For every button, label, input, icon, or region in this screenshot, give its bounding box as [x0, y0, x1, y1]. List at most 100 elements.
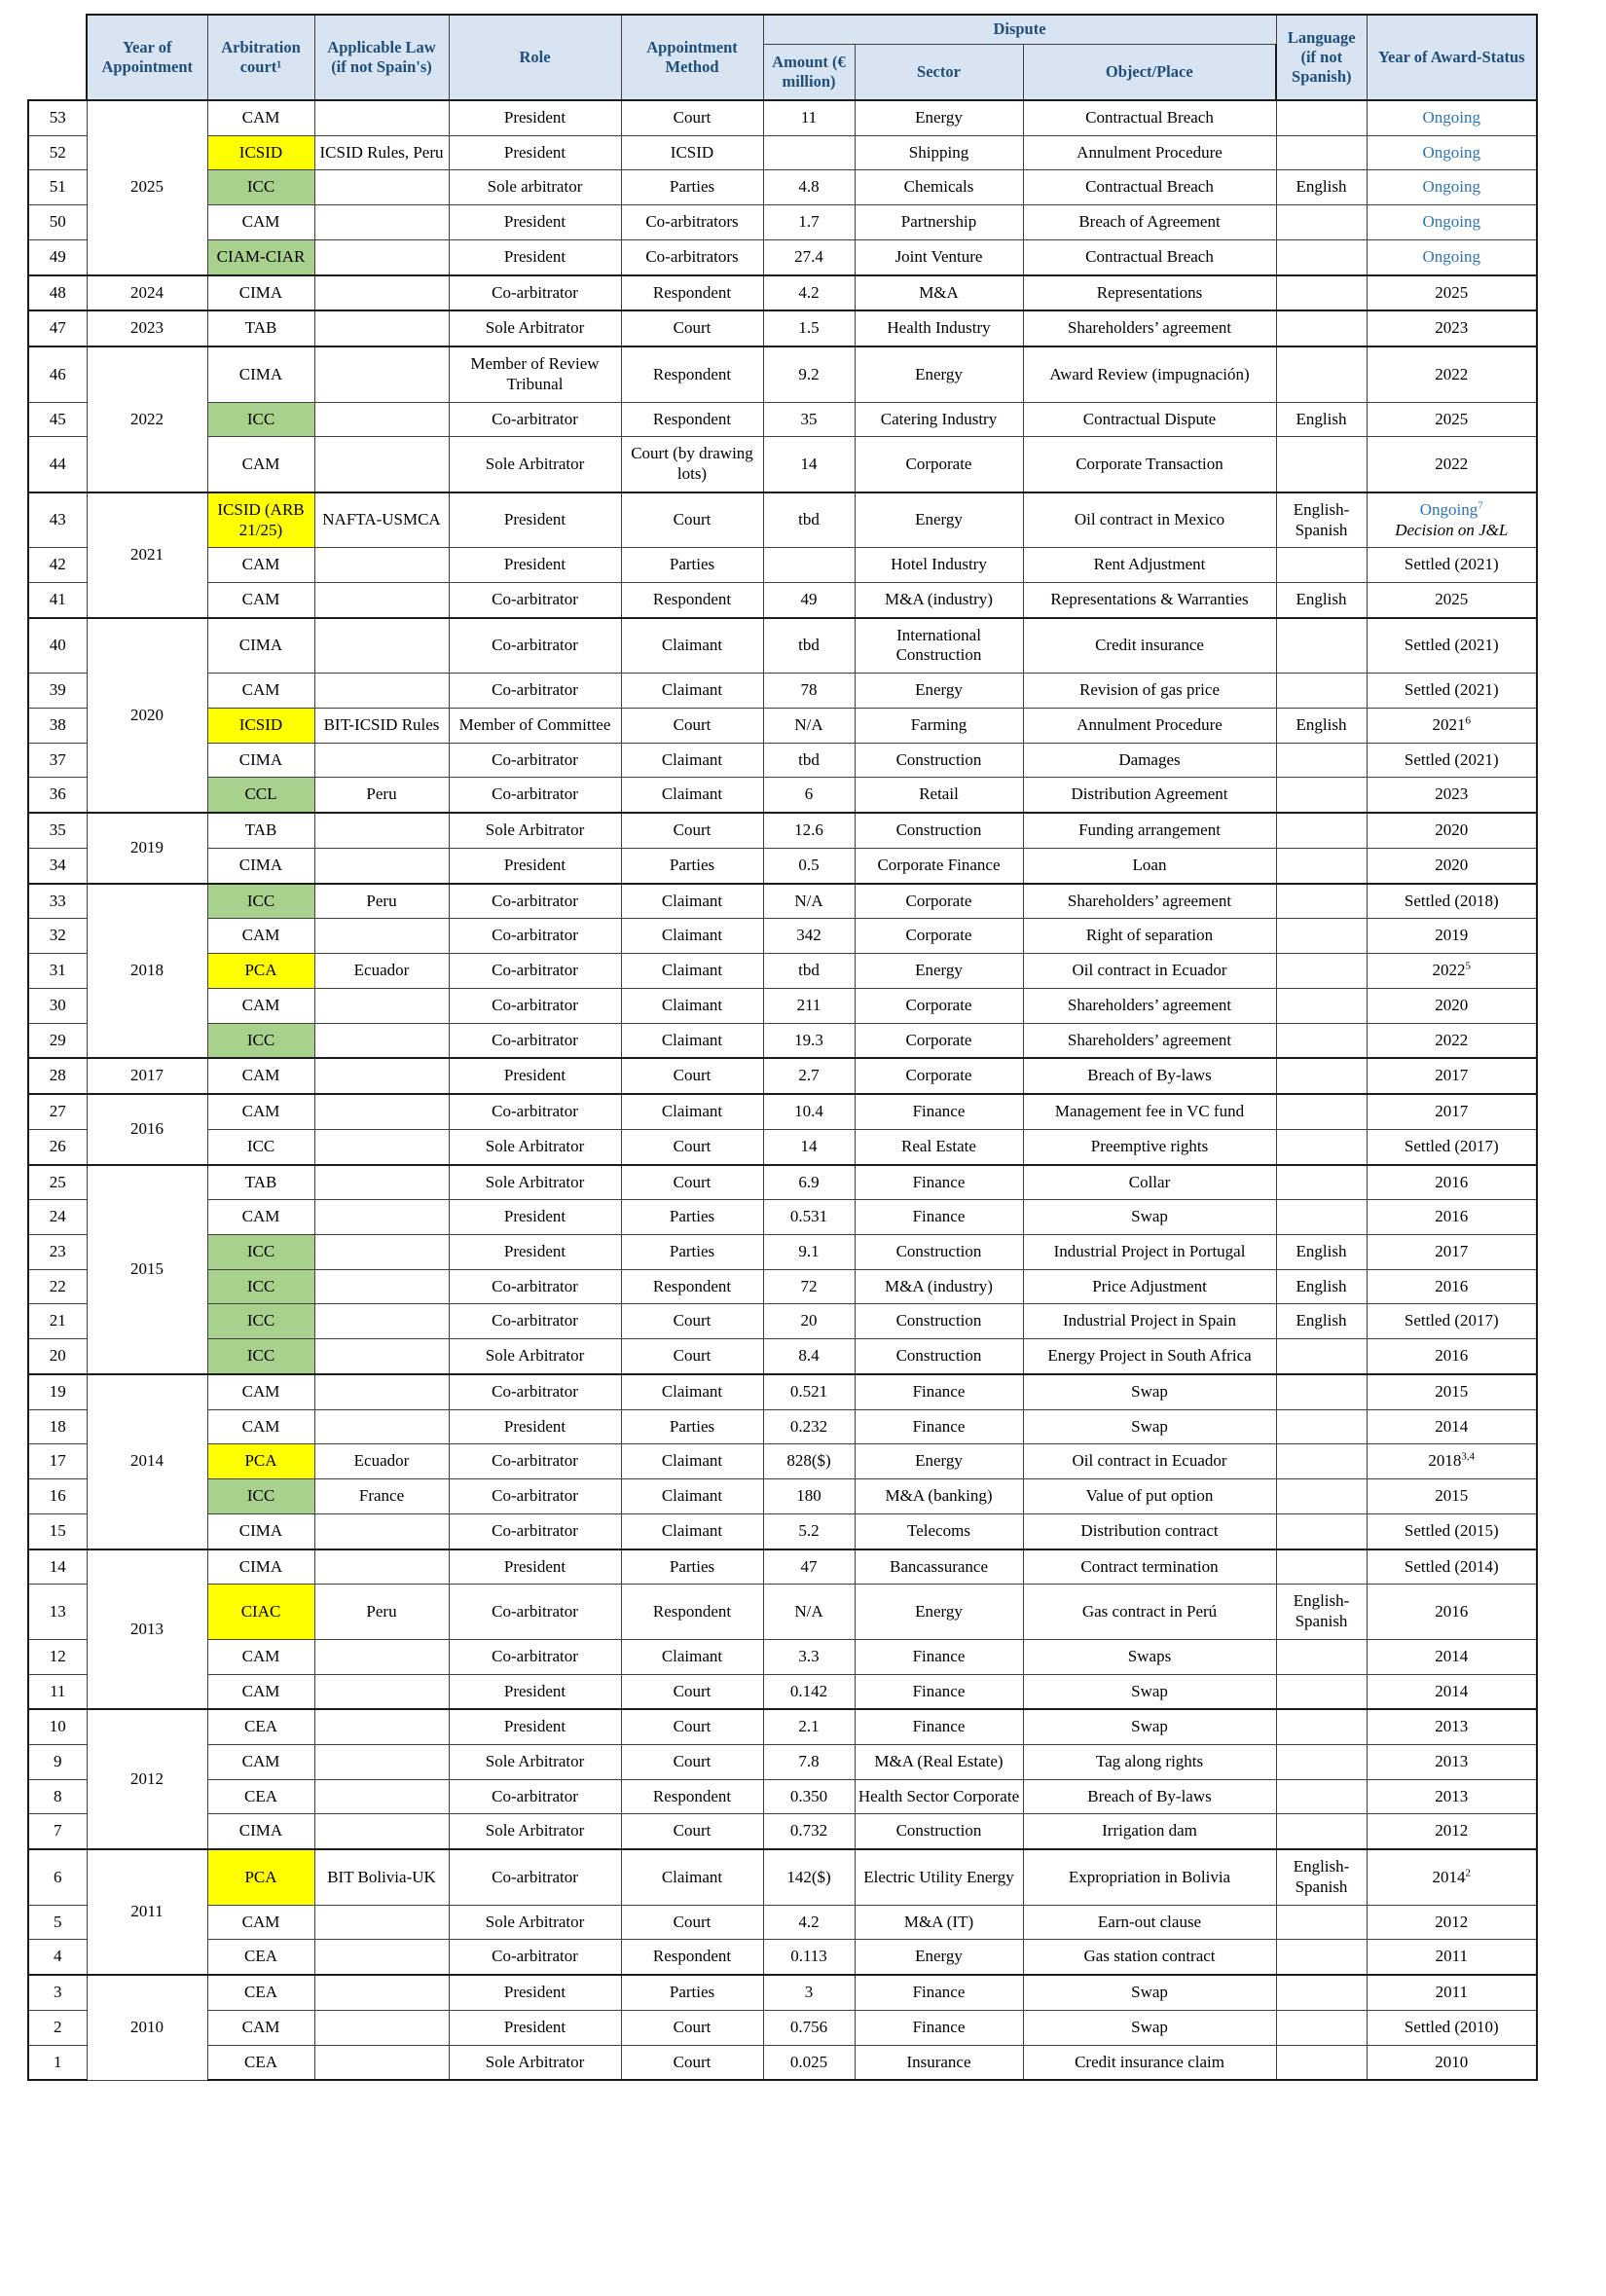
cell-appointment-method: Claimant — [620, 918, 764, 955]
cell-applicable-law — [313, 1128, 450, 1166]
table-row: 12 CAM Co-arbitrator Claimant 3.3 Finance Swap… — [27, 1638, 1539, 1675]
cell-amount: 14 — [762, 436, 856, 493]
cell-amount: 0.025 — [762, 2044, 856, 2082]
cell-sector: Construction — [854, 1813, 1024, 1850]
cell-role: Co-arbitrator — [448, 1848, 622, 1906]
cell-object-place: Award Review (impugnación) — [1022, 346, 1277, 403]
cell-applicable-law — [313, 1057, 450, 1095]
cell-arbitration-court: CIMA — [206, 1813, 315, 1850]
cell-applicable-law — [313, 1408, 450, 1445]
cell-object-place: Price Adjustment — [1022, 1268, 1277, 1305]
cell-amount: 20 — [762, 1303, 856, 1340]
cell-arbitration-court: CIAM-CIAR — [206, 238, 315, 276]
cell-sector: Construction — [854, 1338, 1024, 1375]
cell-appointment-method: Respondent — [620, 582, 764, 619]
cell-year: 2015 — [86, 1163, 208, 1375]
table-row: 9 CAM Sole Arbitrator Court 7.8 M&A (Real Est… — [27, 1743, 1539, 1780]
cell-language — [1275, 2044, 1368, 2082]
cell-language — [1275, 987, 1368, 1024]
cell-object-place: Preemptive rights — [1022, 1128, 1277, 1166]
cell-sector: M&A (IT) — [854, 1904, 1024, 1941]
cell-language — [1275, 1093, 1368, 1130]
cell-applicable-law — [313, 1512, 450, 1550]
cell-applicable-law — [313, 98, 450, 136]
cell-sector: Finance — [854, 1093, 1024, 1130]
cell-applicable-law: BIT-ICSID Rules — [313, 707, 450, 744]
cell-language — [1275, 2009, 1368, 2046]
cell-sector: Finance — [854, 1638, 1024, 1675]
cell-sector: M&A (banking) — [854, 1478, 1024, 1514]
cell-amount: N/A — [762, 882, 856, 920]
cell-language — [1275, 847, 1368, 885]
cell-appointment-method: Court — [620, 1128, 764, 1166]
table-row: 50 CAM President Co-arbitrators 1.7 Partnersh… — [27, 204, 1539, 240]
cell-applicable-law — [313, 1974, 450, 2011]
cell-award-status: 2010 — [1366, 2044, 1539, 2082]
cell-object-place: Swap — [1022, 1673, 1277, 1710]
cell-role: Co-arbitrator — [448, 401, 622, 438]
cell-row-number: 17 — [27, 1443, 88, 1480]
award-note: Decision on J&L — [1395, 520, 1509, 539]
cell-applicable-law — [313, 1233, 450, 1270]
cell-role: President — [448, 1548, 622, 1585]
cell-award-status: 2017 — [1366, 1233, 1539, 1270]
cell-arbitration-court: ICC — [206, 1478, 315, 1514]
cell-language — [1275, 1022, 1368, 1059]
cell-language — [1275, 134, 1368, 171]
cell-sector: Corporate — [854, 1022, 1024, 1059]
cell-amount: N/A — [762, 707, 856, 744]
cell-row-number: 31 — [27, 953, 88, 989]
cell-amount: 9.2 — [762, 346, 856, 403]
cell-amount: 47 — [762, 1548, 856, 1585]
cell-sector: Energy — [854, 1584, 1024, 1640]
cell-amount: 0.142 — [762, 1673, 856, 1710]
cell-language: English — [1275, 1268, 1368, 1305]
table-row: 52 ICSID ICSID Rules, Peru President ICSID Sh… — [27, 134, 1539, 171]
table-row: 53 2025 CAM President Court 11 Energy Contractu… — [27, 98, 1539, 276]
table-row: 34 CIMA President Parties 0.5 Corporate Finan… — [27, 847, 1539, 885]
cell-language — [1275, 777, 1368, 814]
table-row: 31 PCA Ecuador Co-arbitrator Claimant tbd Ener… — [27, 953, 1539, 989]
cell-arbitration-court: ICC — [206, 169, 315, 206]
table-row: 16 ICC France Co-arbitrator Claimant 180 M&A (… — [27, 1478, 1539, 1514]
cell-amount: 2.7 — [762, 1057, 856, 1095]
cell-appointment-method: Court — [620, 2009, 764, 2046]
cell-row-number: 49 — [27, 238, 88, 276]
cell-applicable-law — [313, 987, 450, 1024]
cell-role: Sole Arbitrator — [448, 1904, 622, 1941]
cell-row-number: 35 — [27, 812, 88, 849]
col-header-award: Year of Award-Status — [1366, 14, 1539, 101]
col-header-amount: Amount (€ million) — [762, 43, 856, 101]
table-row: 23 ICC President Parties 9.1 Construction Indu… — [27, 1233, 1539, 1270]
cell-arbitration-court: CEA — [206, 1778, 315, 1815]
cell-appointment-method: Claimant — [620, 1372, 764, 1410]
cell-amount: 0.732 — [762, 1813, 856, 1850]
table-row: 24 CAM President Parties 0.531 Finance Swap 201… — [27, 1199, 1539, 1235]
cell-object-place: Oil contract in Mexico — [1022, 491, 1277, 549]
cell-amount: 4.2 — [762, 273, 856, 311]
cell-amount: 8.4 — [762, 1338, 856, 1375]
cell-object-place: Expropriation in Bolivia — [1022, 1848, 1277, 1906]
cell-role: Co-arbitrator — [448, 953, 622, 989]
cell-row-number: 51 — [27, 169, 88, 206]
cell-arbitration-court: CAM — [206, 1057, 315, 1095]
cell-language — [1275, 1443, 1368, 1480]
cell-language — [1275, 1163, 1368, 1201]
cell-object-place: Industrial Project in Spain — [1022, 1303, 1277, 1340]
cell-sector: Finance — [854, 1408, 1024, 1445]
cell-sector: Health Industry — [854, 310, 1024, 347]
cell-arbitration-court: CEA — [206, 1974, 315, 2011]
cell-arbitration-court: ICC — [206, 1022, 315, 1059]
cell-language — [1275, 1813, 1368, 1850]
cell-row-number: 23 — [27, 1233, 88, 1270]
cell-arbitration-court: TAB — [206, 310, 315, 347]
cell-applicable-law — [313, 742, 450, 779]
cell-applicable-law — [313, 1939, 450, 1976]
table-row: 33 2018 ICC Peru Co-arbitrator Claimant N/A Cor… — [27, 882, 1539, 1059]
cell-award-status: Settled (2010) — [1366, 2009, 1539, 2046]
cell-row-number: 13 — [27, 1584, 88, 1640]
cell-role: President — [448, 98, 622, 136]
cell-award-status: 2016 — [1366, 1268, 1539, 1305]
cell-appointment-method: Co-arbitrators — [620, 238, 764, 276]
cell-row-number: 28 — [27, 1057, 88, 1095]
